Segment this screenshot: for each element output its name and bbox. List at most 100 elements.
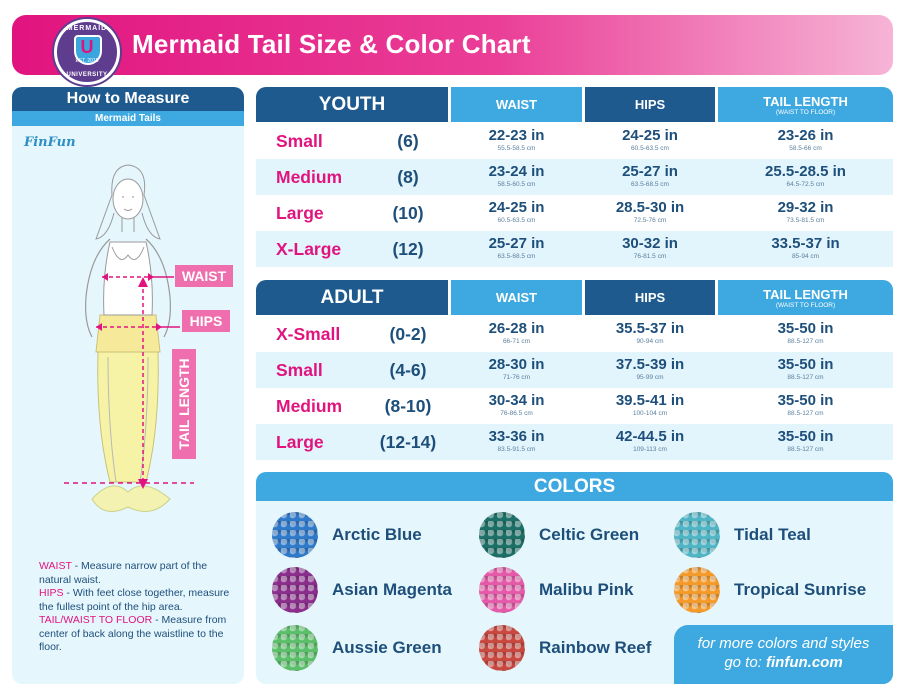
waist-cell: 25-27 in 63.5-68.5 cm <box>451 235 582 261</box>
youth-size-table: YOUTH WAIST HIPS TAIL LENGTH (WAIST TO FL… <box>256 87 893 267</box>
cm-value: 73.5-81.5 cm <box>786 217 825 224</box>
table-body: Small (6) 22-23 in 55.5-58.5 cm 24-25 in 6… <box>256 123 893 267</box>
note-hips: HIPS - With feet close together, measure… <box>39 587 235 614</box>
cm-value: 71-76 cm <box>502 374 531 381</box>
size-name: Medium <box>276 396 343 416</box>
inch-value: 35-50 in <box>777 356 834 373</box>
adult-size-table: ADULT WAIST HIPS TAIL LENGTH (WAIST TO FL… <box>256 280 893 460</box>
inch-value: 35-50 in <box>777 392 834 409</box>
tail-length-label-text: TAIL LENGTH <box>176 358 192 450</box>
cm-value: 60.5-63.5 cm <box>497 217 536 224</box>
cm-value: 85-94 cm <box>791 253 820 260</box>
note-text: - Measure from center of back along the … <box>39 614 227 653</box>
table-row: Small (6) 22-23 in 55.5-58.5 cm 24-25 in 6… <box>256 123 893 159</box>
tail-cell: 35-50 in 88.5-127 cm <box>718 392 893 418</box>
cm-value: 64.5-72.5 cm <box>786 181 825 188</box>
note-text: - With feet close together, measure the … <box>39 587 230 613</box>
inch-value: 25-27 in <box>488 235 545 252</box>
color-swatch <box>674 512 720 558</box>
hips-cell: 35.5-37 in 90-94 cm <box>585 320 715 346</box>
waist-cell: 22-23 in 55.5-58.5 cm <box>451 127 582 153</box>
logo-est: EST. 2015 <box>75 58 99 64</box>
table-header: ADULT WAIST HIPS TAIL LENGTH (WAIST TO FL… <box>256 280 893 315</box>
table-row: X-Large (12) 25-27 in 63.5-68.5 cm 30-32 … <box>256 231 893 267</box>
hips-cell: 24-25 in 60.5-63.5 cm <box>585 127 715 153</box>
youth-header: YOUTH <box>256 87 448 122</box>
cm-value: 83.5-91.5 cm <box>497 446 536 453</box>
adult-header: ADULT <box>256 280 448 315</box>
waist-cell: 24-25 in 60.5-63.5 cm <box>451 199 582 225</box>
color-swatch <box>479 625 525 671</box>
cm-value: 76-81.5 cm <box>633 253 667 260</box>
inch-value: 35-50 in <box>777 428 834 445</box>
tail-length-header: TAIL LENGTH (WAIST TO FLOOR) <box>718 280 893 315</box>
hips-cell: 25-27 in 63.5-68.5 cm <box>585 163 715 189</box>
more-colors-link[interactable]: for more colors and styles go to: finfun… <box>674 625 893 684</box>
note-text: - Measure narrow part of the natural wai… <box>39 560 208 586</box>
color-swatch <box>272 625 318 671</box>
note-key: TAIL/WAIST TO FLOOR <box>39 614 153 626</box>
tail-cell: 35-50 in 88.5-127 cm <box>718 356 893 382</box>
size-range: (12-14) <box>379 432 437 452</box>
tail-cell: 23-26 in 58.5-66 cm <box>718 127 893 153</box>
header-banner: MERMAID U EST. 2015 UNIVERSITY Mermaid T… <box>12 15 893 85</box>
inch-value: 28.5-30 in <box>615 199 685 216</box>
body-figure-illustration <box>64 164 194 512</box>
note-key: WAIST <box>39 560 72 572</box>
color-name: Rainbow Reef <box>539 638 652 657</box>
logo-top-text: MERMAID <box>66 25 108 32</box>
finfun-link[interactable]: finfun.com <box>766 654 843 671</box>
cm-value: 88.5-127 cm <box>787 374 824 381</box>
tail-length-header-text: TAIL LENGTH <box>763 94 848 109</box>
cm-value: 88.5-127 cm <box>787 446 824 453</box>
table-row: Small (4-6) 28-30 in 71-76 cm 37.5-39 in 9… <box>256 352 893 388</box>
waist-cell: 30-34 in 76-86.5 cm <box>451 392 582 418</box>
tail-length-header-text: TAIL LENGTH <box>763 287 848 302</box>
cm-value: 63.5-68.5 cm <box>631 181 669 188</box>
table-row: X-Small (0-2) 26-28 in 66-71 cm 35.5-37 i… <box>256 316 893 352</box>
inch-value: 35-50 in <box>777 320 834 337</box>
tail-cell: 29-32 in 73.5-81.5 cm <box>718 199 893 225</box>
waist-cell: 23-24 in 58.5-60.5 cm <box>451 163 582 189</box>
inch-value: 26-28 in <box>488 320 545 337</box>
inch-value: 22-23 in <box>488 127 545 144</box>
table-header: YOUTH WAIST HIPS TAIL LENGTH (WAIST TO FL… <box>256 87 893 122</box>
cm-value: 58.5-66 cm <box>789 145 822 152</box>
inch-value: 37.5-39 in <box>615 356 685 373</box>
inch-value: 30-34 in <box>488 392 545 409</box>
how-to-measure-panel: How to Measure Mermaid Tails FinFun <box>12 87 244 684</box>
hips-header: HIPS <box>585 280 715 315</box>
table-row: Medium (8-10) 30-34 in 76-86.5 cm 39.5-41… <box>256 388 893 424</box>
more-colors-goto: go to: finfun.com <box>674 654 893 671</box>
tail-length-header: TAIL LENGTH (WAIST TO FLOOR) <box>718 87 893 122</box>
colors-panel: COLORS Arctic Blue Celtic Green Tidal Te… <box>256 472 893 684</box>
color-swatch <box>674 567 720 613</box>
logo-mark: U <box>80 37 94 57</box>
measure-title: How to Measure <box>12 87 244 111</box>
cm-value: 58.5-60.5 cm <box>497 181 536 188</box>
tail-length-label: TAIL LENGTH <box>172 349 196 459</box>
color-name: Aussie Green <box>332 638 442 657</box>
hips-cell: 28.5-30 in 72.5-76 cm <box>585 199 715 225</box>
cm-value: 76-86.5 cm <box>500 410 533 417</box>
finfun-logo: FinFun <box>24 135 76 150</box>
inch-value: 33-36 in <box>488 428 545 445</box>
hips-header: HIPS <box>585 87 715 122</box>
colors-title: COLORS <box>256 472 893 501</box>
color-name: Celtic Green <box>539 525 640 544</box>
size-range: (8) <box>397 167 419 187</box>
inch-value: 23-26 in <box>777 127 834 144</box>
color-swatch <box>272 567 318 613</box>
cm-value: 63.5-68.5 cm <box>497 253 536 260</box>
inch-value: 23-24 in <box>488 163 545 180</box>
inch-value: 30-32 in <box>622 235 678 252</box>
inch-value: 35.5-37 in <box>615 320 685 337</box>
waist-header: WAIST <box>451 87 582 122</box>
table-row: Large (10) 24-25 in 60.5-63.5 cm 28.5-30 … <box>256 195 893 231</box>
tail-cell: 25.5-28.5 in 64.5-72.5 cm <box>718 163 893 189</box>
tail-cell: 35-50 in 88.5-127 cm <box>718 428 893 454</box>
more-colors-text: for more colors and styles <box>697 635 870 652</box>
size-range: (12) <box>392 239 424 259</box>
logo-bottom-text: UNIVERSITY <box>66 72 108 78</box>
mermaid-university-logo: MERMAID U EST. 2015 UNIVERSITY <box>54 19 120 85</box>
